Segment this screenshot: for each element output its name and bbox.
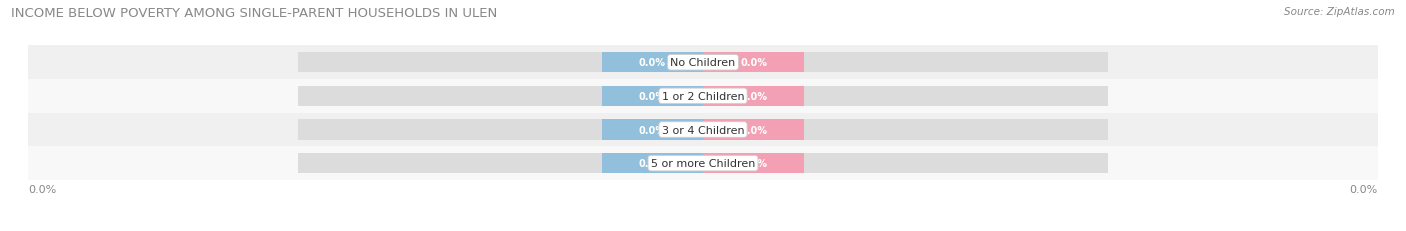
Text: 5 or more Children: 5 or more Children (651, 158, 755, 168)
Bar (703, 53, 804, 73)
Text: 0.0%: 0.0% (1350, 184, 1378, 194)
Bar (28, 113, 1378, 147)
Text: 0.0%: 0.0% (740, 158, 768, 168)
Bar (602, 53, 703, 73)
Text: 0.0%: 0.0% (638, 158, 666, 168)
Bar (298, 120, 703, 140)
Bar (602, 86, 703, 106)
Text: 0.0%: 0.0% (638, 125, 666, 135)
Text: 0.0%: 0.0% (740, 58, 768, 68)
Text: 0.0%: 0.0% (740, 125, 768, 135)
Bar (703, 153, 804, 173)
Bar (703, 86, 804, 106)
Bar (703, 53, 1108, 73)
Bar (703, 120, 1108, 140)
Bar (28, 147, 1378, 180)
Bar (298, 53, 703, 73)
Bar (703, 120, 804, 140)
Bar (298, 153, 703, 173)
Bar (602, 120, 703, 140)
Text: 0.0%: 0.0% (638, 58, 666, 68)
Text: 0.0%: 0.0% (740, 91, 768, 101)
Text: 1 or 2 Children: 1 or 2 Children (662, 91, 744, 101)
Bar (28, 46, 1378, 80)
Text: No Children: No Children (671, 58, 735, 68)
Text: Source: ZipAtlas.com: Source: ZipAtlas.com (1284, 7, 1395, 17)
Bar (298, 86, 703, 106)
Text: INCOME BELOW POVERTY AMONG SINGLE-PARENT HOUSEHOLDS IN ULEN: INCOME BELOW POVERTY AMONG SINGLE-PARENT… (11, 7, 498, 20)
Bar (28, 80, 1378, 113)
Bar (703, 153, 1108, 173)
Text: 0.0%: 0.0% (28, 184, 56, 194)
Text: 0.0%: 0.0% (638, 91, 666, 101)
Text: 3 or 4 Children: 3 or 4 Children (662, 125, 744, 135)
Bar (602, 153, 703, 173)
Bar (703, 86, 1108, 106)
